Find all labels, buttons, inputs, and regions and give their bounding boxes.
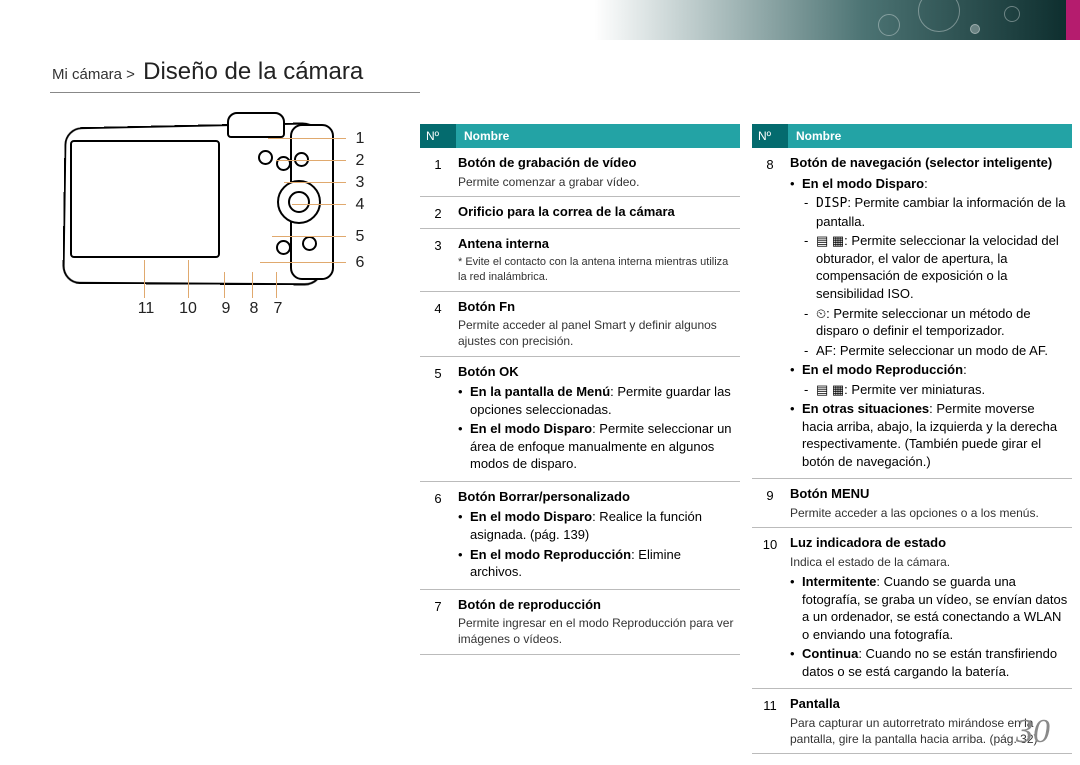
table-row: 6 Botón Borrar/personalizado En el modo … (420, 482, 740, 590)
callout-10: 10 (178, 300, 198, 318)
th-nombre: Nombre (788, 124, 1072, 148)
th-no: Nº (752, 124, 788, 148)
table-row: 10 Luz indicadora de estadoIndica el est… (752, 528, 1072, 689)
callout-11: 11 (136, 300, 156, 318)
table-row: 2 Orificio para la correa de la cámara (420, 197, 740, 230)
camera-diagram (56, 120, 396, 300)
parts-table-left: Nº Nombre 1 Botón de grabación de vídeoP… (420, 124, 740, 655)
breadcrumb: Mi cámara > Diseño de la cámara (52, 58, 363, 86)
table-row: 8 Botón de navegación (selector intelige… (752, 148, 1072, 479)
callout-7: 7 (268, 300, 288, 318)
parts-table-right: Nº Nombre 8 Botón de navegación (selecto… (752, 124, 1072, 754)
callout-1: 1 (350, 130, 370, 148)
table-row: 1 Botón de grabación de vídeoPermite com… (420, 148, 740, 197)
callout-5: 5 (350, 228, 370, 246)
breadcrumb-section: Mi cámara > (52, 66, 135, 83)
callout-2: 2 (350, 152, 370, 170)
th-no: Nº (420, 124, 456, 148)
table-row: 5 Botón OK En la pantalla de Menú: Permi… (420, 357, 740, 482)
callout-4: 4 (350, 196, 370, 214)
callout-3: 3 (350, 174, 370, 192)
th-nombre: Nombre (456, 124, 740, 148)
callout-6: 6 (350, 254, 370, 272)
page-number: 30 (1016, 713, 1050, 751)
table-row: 7 Botón de reproducciónPermite ingresar … (420, 590, 740, 655)
table-row: 3 Antena interna* Evite el contacto con … (420, 229, 740, 291)
header-accent (0, 0, 1080, 40)
callout-9: 9 (216, 300, 236, 318)
title-rule (50, 92, 420, 93)
callout-8: 8 (244, 300, 264, 318)
table-row: 4 Botón FnPermite acceder al panel Smart… (420, 292, 740, 357)
page-title: Diseño de la cámara (143, 58, 363, 85)
table-row: 9 Botón MENUPermite acceder a las opcion… (752, 479, 1072, 528)
